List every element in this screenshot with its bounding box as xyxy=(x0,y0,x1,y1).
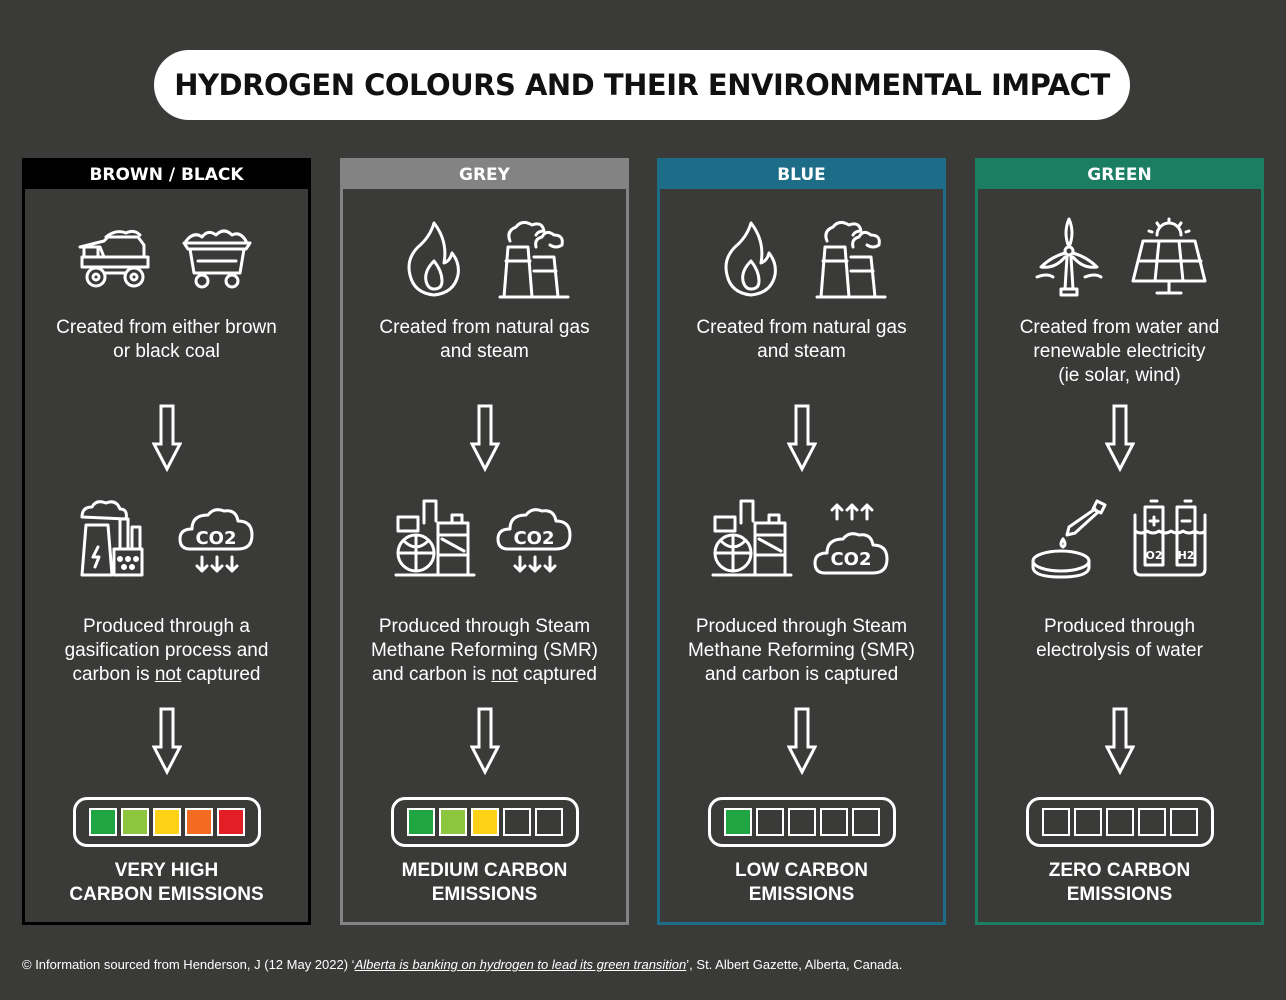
column-header-brown-black: BROWN / BLACK xyxy=(24,160,309,189)
svg-text:CO2: CO2 xyxy=(195,528,236,549)
down-arrow-icon xyxy=(1104,404,1135,472)
emphasis-not: not xyxy=(491,664,518,685)
result-line-2: EMISSIONS xyxy=(431,884,538,905)
svg-text:O2: O2 xyxy=(1145,549,1162,562)
meter-cell xyxy=(438,808,467,836)
source-line-2: or black coal xyxy=(113,341,220,362)
process-line-3: carbon is not captured xyxy=(72,664,261,685)
source-line-1: Created from water and xyxy=(1019,317,1220,338)
down-arrow-icon xyxy=(786,404,817,472)
result-line-1: VERY HIGH xyxy=(114,860,219,881)
meter-cell xyxy=(1169,808,1198,836)
refinery-icon xyxy=(394,499,475,577)
electrolysis-tank-icon: O2 H2 xyxy=(1133,499,1206,577)
meter-cell xyxy=(723,808,752,836)
source-article-link[interactable]: Alberta is banking on hydrogen to lead i… xyxy=(354,957,687,972)
emission-meter xyxy=(72,797,261,847)
meter-cell xyxy=(406,808,435,836)
wind-turbine-icon xyxy=(1035,217,1102,297)
down-arrow-icon xyxy=(151,404,182,472)
co2-cloud-up-icon: CO2 xyxy=(813,503,888,575)
meter-cell xyxy=(1073,808,1102,836)
down-arrow-icon xyxy=(1104,707,1135,775)
meter-cell xyxy=(787,808,816,836)
process-line-2: Methane Reforming (SMR) xyxy=(687,640,916,661)
meter-cell xyxy=(1041,808,1070,836)
process-line-1: Produced through Steam xyxy=(378,616,591,637)
emphasis-not: not xyxy=(154,664,182,685)
meter-cell xyxy=(470,808,499,836)
process-line-1: Produced through xyxy=(1043,616,1196,637)
result-line-2: EMISSIONS xyxy=(748,884,855,905)
coal-cart-icon xyxy=(182,229,251,289)
co2-cloud-down-icon: CO2 xyxy=(496,508,571,573)
process-line-1: Produced through a xyxy=(83,616,250,637)
factory-icon xyxy=(815,220,886,299)
source-line-1: Created from natural gas xyxy=(379,317,590,338)
meter-cell xyxy=(88,808,117,836)
source-line-2: and steam xyxy=(757,341,846,362)
meter-cell xyxy=(755,808,784,836)
meter-cell xyxy=(184,808,213,836)
column-green: GREEN Created from water and renewable e… xyxy=(975,158,1264,925)
column-brown-black: BROWN / BLACK Created from either brown … xyxy=(22,158,311,925)
down-arrow-icon xyxy=(151,707,182,775)
emission-meter xyxy=(390,797,579,847)
source-line-1: Created from natural gas xyxy=(696,317,907,338)
meter-cell xyxy=(1137,808,1166,836)
svg-text:H2: H2 xyxy=(1177,549,1194,562)
power-plant-icon xyxy=(80,500,143,577)
page-title: HYDROGEN COLOURS AND THEIR ENVIRONMENTAL… xyxy=(154,50,1130,120)
column-header-grey: GREY xyxy=(342,160,627,189)
meter-cell xyxy=(216,808,245,836)
meter-cell xyxy=(534,808,563,836)
solar-panel-icon xyxy=(1131,217,1206,295)
column-grey: GREY Created from natural gas and steam xyxy=(340,158,629,925)
column-blue: BLUE Created from natural gas and steam xyxy=(657,158,946,925)
source-line-3: (ie solar, wind) xyxy=(1058,365,1181,386)
svg-text:CO2: CO2 xyxy=(830,549,871,570)
result-line-1: ZERO CARBON xyxy=(1048,860,1191,881)
down-arrow-icon xyxy=(786,707,817,775)
emission-meter xyxy=(707,797,896,847)
flame-icon xyxy=(724,221,777,297)
process-line-1: Produced through Steam xyxy=(695,616,908,637)
process-line-2: electrolysis of water xyxy=(1036,640,1203,661)
meter-cell xyxy=(152,808,181,836)
process-line-2: gasification process and xyxy=(64,640,269,661)
process-line-3: and carbon is captured xyxy=(704,664,899,685)
dump-truck-icon xyxy=(78,229,149,288)
process-line-2: Methane Reforming (SMR) xyxy=(370,640,599,661)
down-arrow-icon xyxy=(469,707,500,775)
svg-text:CO2: CO2 xyxy=(513,528,554,549)
meter-cell xyxy=(120,808,149,836)
column-header-green: GREEN xyxy=(977,160,1262,189)
meter-cell xyxy=(851,808,880,836)
process-line-3: and carbon is not captured xyxy=(371,664,597,685)
co2-cloud-down-icon: CO2 xyxy=(178,508,253,573)
meter-cell xyxy=(819,808,848,836)
column-header-blue: BLUE xyxy=(659,160,944,189)
flame-icon xyxy=(407,221,460,297)
source-line-2: and steam xyxy=(440,341,529,362)
factory-icon xyxy=(498,220,569,299)
result-line-1: LOW CARBON xyxy=(735,860,868,881)
source-line-2: renewable electricity xyxy=(1033,341,1206,362)
emission-meter xyxy=(1025,797,1214,847)
result-line-2: CARBON EMISSIONS xyxy=(69,884,264,905)
down-arrow-icon xyxy=(469,404,500,472)
refinery-icon xyxy=(711,499,792,577)
footer-suffix: ’, St. Albert Gazette, Alberta, Canada. xyxy=(686,957,903,972)
footer-prefix: © Information sourced from Henderson, J … xyxy=(22,957,355,972)
result-line-2: EMISSIONS xyxy=(1066,884,1173,905)
meter-cell xyxy=(502,808,531,836)
petri-dish-dropper-icon xyxy=(1031,499,1106,579)
source-footer: © Information sourced from Henderson, J … xyxy=(22,957,902,972)
result-line-1: MEDIUM CARBON xyxy=(401,860,568,881)
source-line-1: Created from either brown xyxy=(56,317,277,338)
meter-cell xyxy=(1105,808,1134,836)
